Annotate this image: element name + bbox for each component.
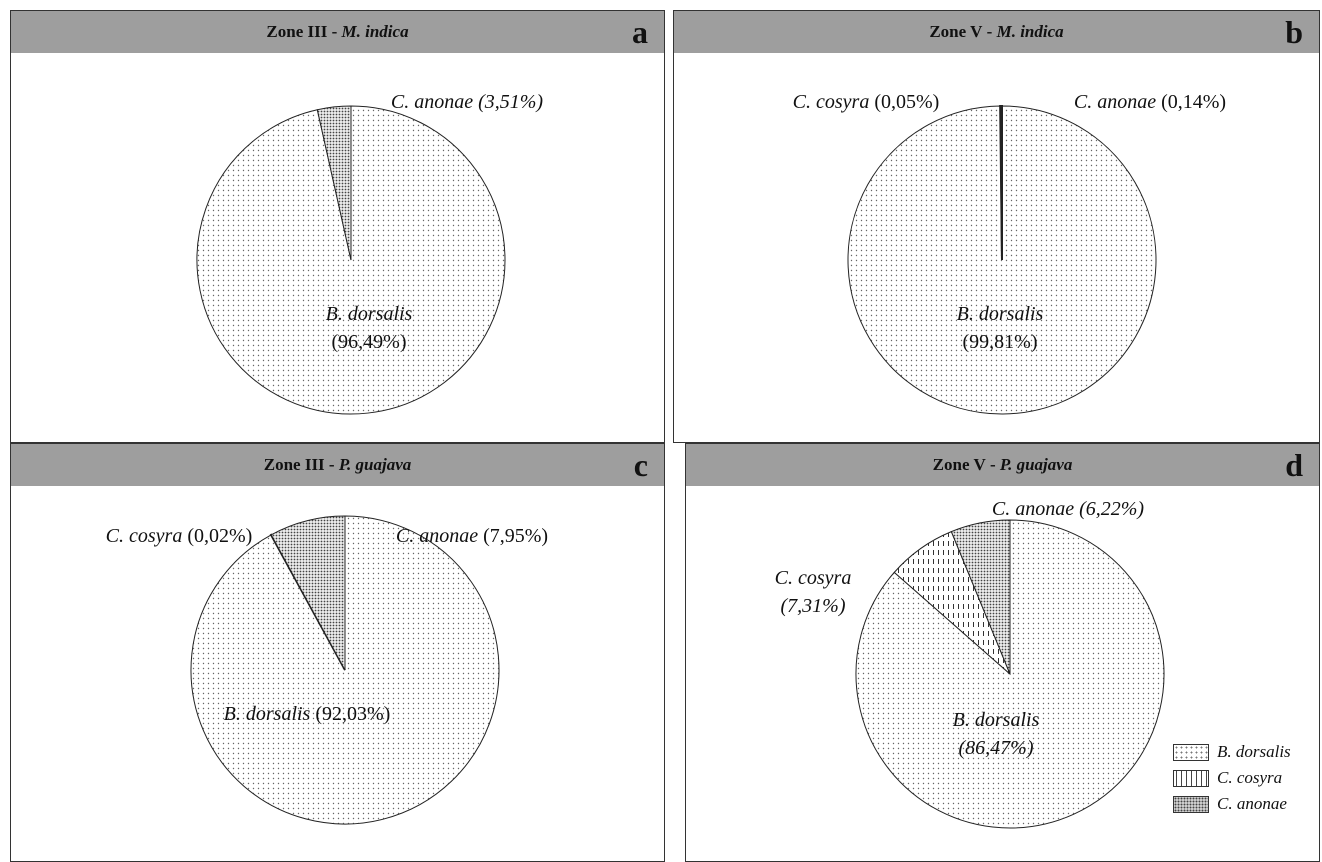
pie-slice-c-anonae (270, 515, 346, 671)
data-label: C. anonae (3,51%) (391, 91, 544, 113)
data-label: (96,49%) (332, 331, 407, 353)
pie-chart-b: B. dorsalis (99,81%) C. cosyra (0,05%) C. a… (793, 91, 1226, 415)
legend-swatch (1173, 795, 1209, 813)
legend-item: C. anonae (1173, 792, 1291, 816)
title-species: M. indica (341, 22, 409, 41)
panel-title: Zone III - M. indica (11, 11, 664, 53)
pie-slice-c-anonae (999, 104, 1003, 261)
chart-panel-d: Zone V - P. guajava d B. dorsalis (86,47%… (685, 443, 1320, 862)
data-label: (86,47%) (959, 737, 1034, 759)
title-separator: - (327, 22, 342, 41)
title-separator: - (324, 455, 339, 474)
pie-slice-c-anonae (950, 519, 1011, 675)
data-label: C. anonae (7,95%) (396, 525, 548, 547)
pie-chart-a: B. dorsalis (96,49%) C. anonae (3,51%) (196, 91, 544, 415)
data-label: (99,81%) (963, 331, 1038, 353)
title-species: P. guajava (338, 455, 412, 474)
panel-letter: b (1285, 14, 1303, 50)
data-label: B. dorsalis (92,03%) (224, 703, 391, 725)
legend-label: C. cosyra (1217, 768, 1283, 787)
legend-swatch (1173, 769, 1209, 787)
data-label: B. dorsalis (957, 303, 1044, 325)
title-zone: Zone III (263, 455, 325, 474)
legend-item: C. cosyra (1173, 766, 1291, 790)
title-separator: - (982, 22, 997, 41)
legend-label: C. anonae (1217, 794, 1287, 813)
legend: B. dorsalis C. cosyra C. anonae (1173, 740, 1291, 818)
data-label: C. anonae (0,14%) (1074, 91, 1226, 113)
legend-swatch (1173, 743, 1209, 761)
title-separator: - (985, 455, 1000, 474)
panel-title: Zone V - P. guajava (686, 444, 1319, 486)
data-label: B. dorsalis (953, 709, 1040, 731)
title-species: M. indica (996, 22, 1064, 41)
data-label: C. cosyra (0,05%) (793, 91, 940, 113)
data-label: B. dorsalis (326, 303, 413, 325)
panel-letter: c (633, 447, 648, 483)
title-zone: Zone V (932, 455, 986, 474)
data-label: (7,31%) (781, 595, 846, 617)
data-label: C. anonae (6,22%) (992, 498, 1145, 520)
data-label: C. cosyra (775, 567, 852, 589)
chart-panel-c: Zone III - P. guajava c B. dorsalis (92,… (10, 443, 665, 862)
pie-chart-c: B. dorsalis (92,03%) C. cosyra (0,02%) C. … (106, 515, 548, 825)
title-species: P. guajava (999, 455, 1073, 474)
chart-panel-a: Zone III - M. indica a B. dorsalis (96,49… (10, 10, 665, 443)
pie-slice-c-anonae (316, 105, 352, 261)
data-label: C. cosyra (0,02%) (106, 525, 253, 547)
legend-label: B. dorsalis (1217, 742, 1291, 761)
title-zone: Zone V (929, 22, 983, 41)
panel-letter: a (632, 14, 648, 50)
panel-letter: d (1285, 447, 1303, 483)
panel-title: Zone V - M. indica (674, 11, 1319, 53)
legend-item: B. dorsalis (1173, 740, 1291, 764)
chart-panel-b: Zone V - M. indica b B. dorsalis (99,81%)… (673, 10, 1320, 443)
title-zone: Zone III (266, 22, 328, 41)
pie-chart-d: B. dorsalis (86,47%) C. cosyra (7,31%) C. an… (775, 498, 1165, 829)
panel-title: Zone III - P. guajava (11, 444, 664, 486)
